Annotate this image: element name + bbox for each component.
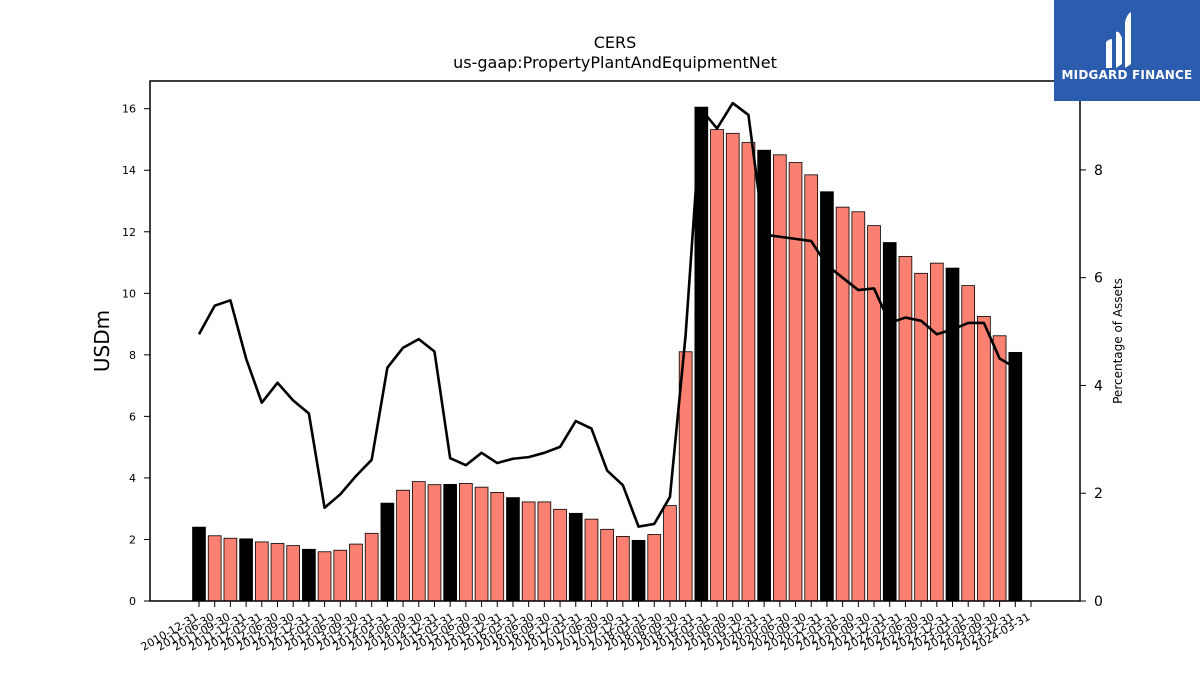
bar — [851, 211, 866, 602]
bar-group — [192, 106, 1023, 602]
bar — [349, 543, 363, 602]
bar — [898, 255, 913, 602]
bar — [459, 483, 473, 602]
y-tick-label: 12 — [122, 226, 136, 239]
y-tick-label: 16 — [122, 103, 136, 116]
y2-tick-label: 2 — [1094, 486, 1103, 502]
y-tick-label: 2 — [129, 533, 136, 546]
bar — [882, 242, 897, 602]
bar — [647, 534, 662, 602]
bar — [223, 537, 238, 602]
bar — [600, 528, 614, 602]
bar — [741, 142, 756, 602]
line-group — [197, 101, 1016, 528]
y-tick-label: 6 — [129, 410, 136, 423]
y2-tick-label: 8 — [1094, 163, 1103, 179]
bar — [521, 501, 536, 602]
bar — [302, 548, 316, 602]
bar — [537, 501, 552, 602]
bar — [396, 489, 410, 602]
bar — [254, 541, 269, 602]
bar — [317, 551, 332, 602]
bar — [239, 538, 253, 602]
bar — [380, 502, 395, 602]
bar — [804, 174, 819, 602]
bar — [506, 497, 520, 602]
midgard-logo: MIDGARD FINANCE — [1054, 0, 1200, 101]
bar — [977, 315, 991, 602]
bar — [663, 505, 677, 602]
bar — [286, 545, 301, 602]
bar — [364, 532, 379, 602]
series-line — [197, 101, 1016, 528]
bar — [867, 225, 881, 602]
bar — [820, 191, 834, 602]
y2-axis-label: Percentage of Assets — [1111, 278, 1125, 404]
bar — [772, 154, 787, 602]
bar — [725, 132, 740, 602]
bar — [929, 262, 944, 602]
bar — [757, 149, 771, 602]
chart-title: CERS — [594, 33, 637, 52]
y-tick-label: 14 — [122, 164, 136, 177]
bar — [584, 518, 599, 602]
logo-text: MIDGARD FINANCE — [1061, 68, 1193, 82]
chart-subtitle: us-gaap:PropertyPlantAndEquipmentNet — [453, 53, 777, 72]
bar — [945, 267, 960, 602]
bar — [474, 486, 489, 602]
bar — [411, 481, 426, 602]
bar — [788, 162, 803, 602]
bar — [616, 535, 630, 602]
y2-tick-label: 0 — [1094, 594, 1103, 610]
bar — [961, 285, 976, 602]
bar — [835, 206, 850, 602]
y-tick-label: 8 — [129, 349, 136, 362]
y-tick-label: 0 — [129, 595, 136, 608]
bar — [490, 491, 505, 602]
bar — [568, 512, 583, 602]
y2-tick-label: 6 — [1094, 271, 1103, 287]
y2-tick-label: 4 — [1094, 378, 1103, 394]
midgard-logo-icon — [1106, 12, 1131, 69]
y-tick-label: 4 — [129, 472, 136, 485]
bar — [427, 484, 442, 602]
bar — [207, 535, 222, 602]
y-tick-label: 10 — [122, 287, 136, 300]
bar — [710, 129, 724, 602]
bar — [443, 483, 458, 602]
bar — [1008, 351, 1023, 602]
bar — [270, 543, 285, 602]
bar — [631, 539, 646, 602]
bar — [553, 508, 567, 602]
y-axis-label: USDm — [90, 310, 114, 372]
plot-frame — [149, 80, 1081, 602]
bar — [192, 526, 206, 602]
bar — [333, 549, 348, 602]
bar — [992, 335, 1007, 602]
